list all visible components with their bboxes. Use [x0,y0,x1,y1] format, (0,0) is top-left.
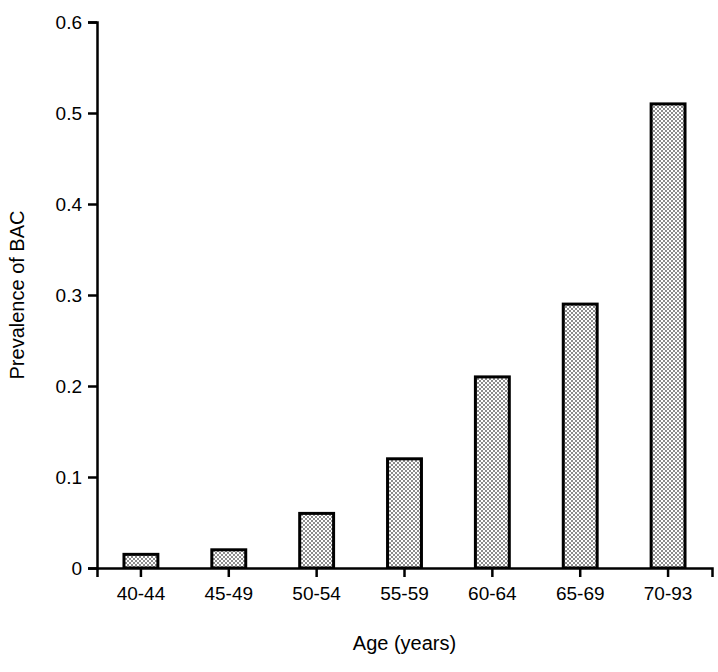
y-tick-mark [88,476,97,479]
x-tick-mark [140,568,143,577]
y-tick-label: 0.4 [56,194,83,215]
bar [475,377,509,568]
y-tick-mark [88,294,97,297]
bar [212,550,246,568]
x-tick-label: 65-69 [556,583,605,604]
bar [563,304,597,568]
x-tick-label: 55-59 [380,583,429,604]
y-tick-label: 0.1 [56,467,82,488]
bar [388,459,422,568]
x-tick-label: 40-44 [117,583,166,604]
x-tick: 70-93 [644,568,693,604]
y-tick-label: 0.6 [56,12,82,33]
y-tick: 0.4 [56,194,97,215]
y-tick-label: 0.2 [56,376,82,397]
chart: 0 0.1 0.2 0.3 0.4 0.5 0.6 40-44 45-49 50-54 55-59 6… [0,0,718,672]
x-tick-mark [579,568,582,577]
y-tick-mark [88,567,97,570]
y-tick-mark [88,203,97,206]
x-axis-line [98,569,713,578]
y-tick: 0.2 [56,376,97,397]
bar [651,104,685,568]
y-tick-mark [88,21,97,24]
y-tick-mark [88,112,97,115]
x-tick-label: 45-49 [204,583,253,604]
plot: 0 0.1 0.2 0.3 0.4 0.5 0.6 40-44 45-49 50-54 55-59 6… [56,12,713,605]
x-tick: 40-44 [117,568,166,604]
bar [300,513,334,568]
y-axis: 0 0.1 0.2 0.3 0.4 0.5 0.6 [56,12,98,579]
y-tick: 0 [71,558,97,579]
bars [124,104,685,568]
x-tick-mark [315,568,318,577]
x-tick-label: 60-64 [468,583,517,604]
y-tick-label: 0.5 [56,103,82,124]
x-tick-mark [667,568,670,577]
y-tick: 0.6 [56,12,97,33]
x-axis: 40-44 45-49 50-54 55-59 60-64 65-69 70-93 [98,568,713,604]
x-tick-mark [228,568,231,577]
x-tick-mark [491,568,494,577]
bar [124,554,158,568]
x-tick-mark [403,568,406,577]
y-tick-label: 0.3 [56,285,82,306]
x-tick: 60-64 [468,568,517,604]
y-tick: 0.1 [56,467,97,488]
x-tick: 55-59 [380,568,429,604]
x-axis-title: Age (years) [353,632,456,654]
x-tick-label: 50-54 [292,583,341,604]
y-axis-title: Prevalence of BAC [6,211,28,380]
x-tick: 65-69 [556,568,605,604]
y-axis-line [88,23,98,569]
x-tick-label: 70-93 [644,583,693,604]
y-tick-label: 0 [71,558,82,579]
y-tick: 0.5 [56,103,97,124]
y-tick: 0.3 [56,285,97,306]
x-tick: 45-49 [204,568,253,604]
x-tick: 50-54 [292,568,341,604]
y-tick-mark [88,385,97,388]
